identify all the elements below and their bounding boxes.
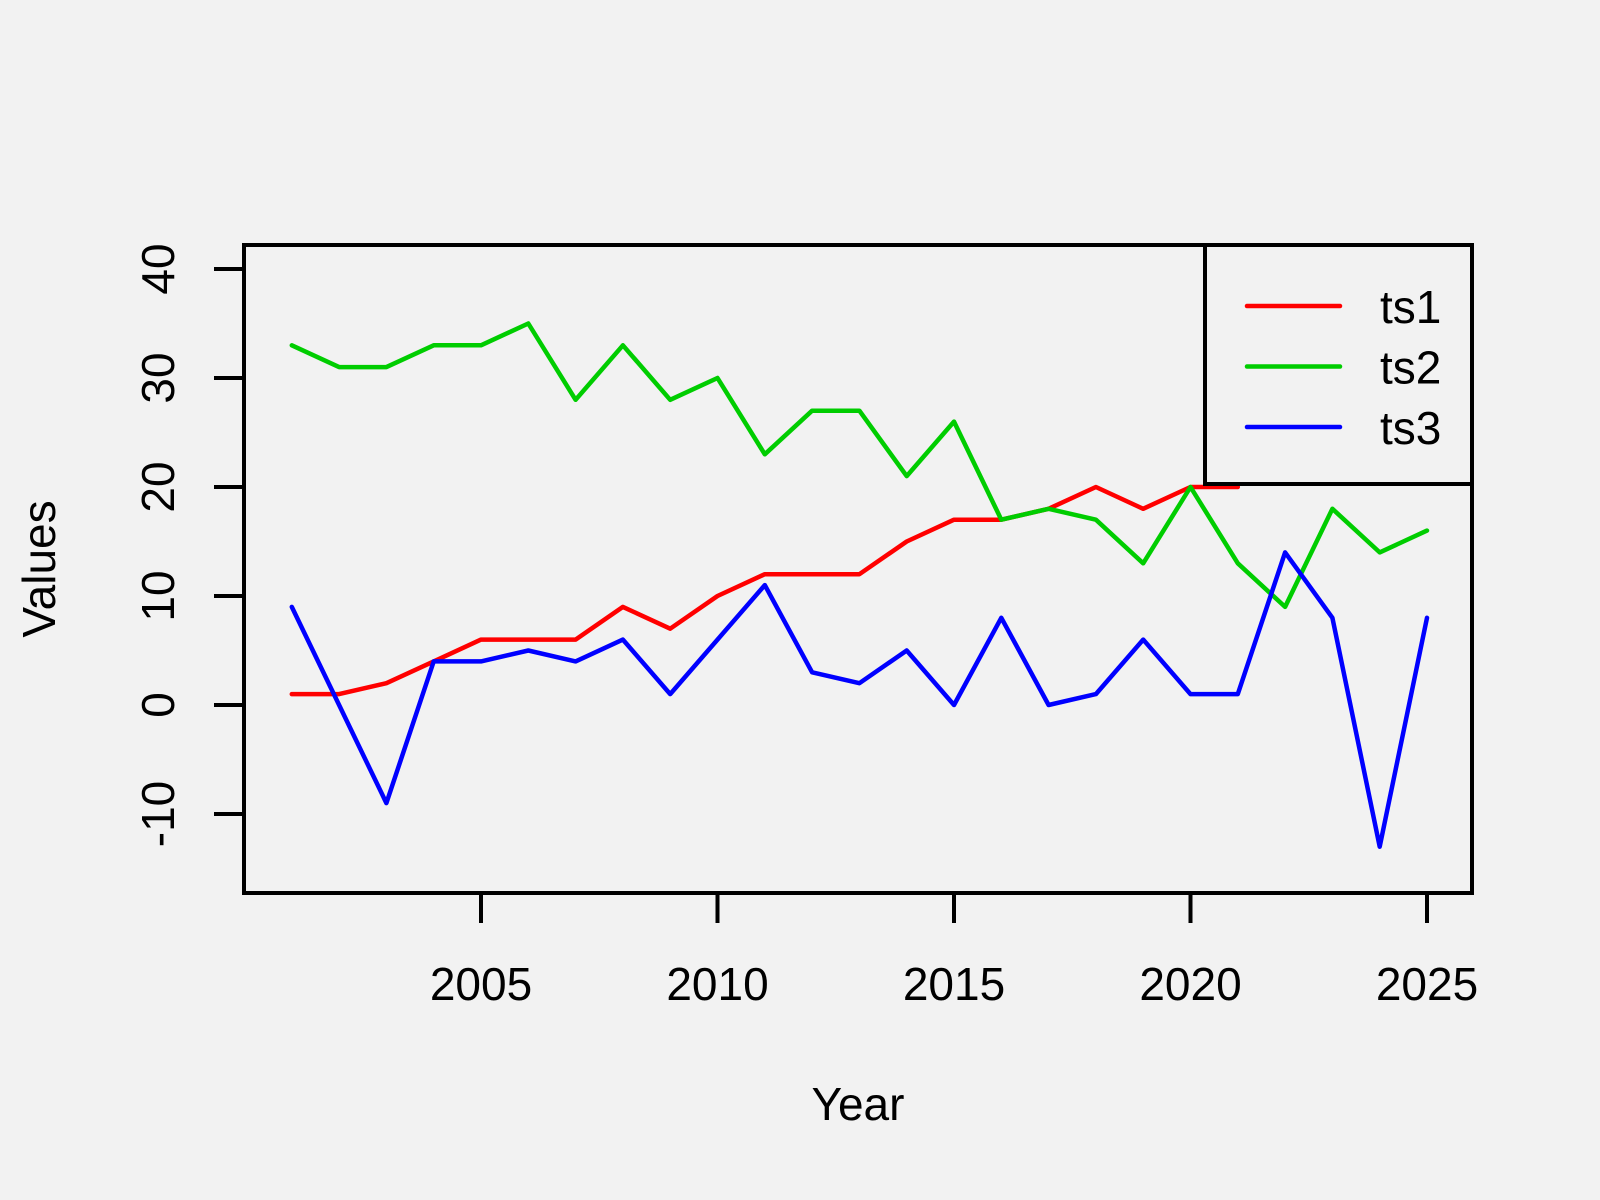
x-axis-tick-label: 2015 xyxy=(903,958,1005,1010)
plot-border xyxy=(242,243,1474,895)
series-line-ts1 xyxy=(289,484,1241,697)
x-axis: 2005 2010 2015 2020 2025 xyxy=(430,893,1478,1010)
legend-label-ts3: ts3 xyxy=(1380,402,1441,454)
y-axis-tick-label: 20 xyxy=(132,461,184,512)
series-layer xyxy=(289,321,1430,849)
legend-label-ts2: ts2 xyxy=(1380,342,1441,394)
x-axis-tick-label: 2025 xyxy=(1376,958,1478,1010)
x-axis-title: Year xyxy=(812,1078,905,1130)
y-axis-tick-label: 30 xyxy=(132,352,184,403)
y-axis-tick-label: -10 xyxy=(132,781,184,847)
x-axis-tick-label: 2005 xyxy=(430,958,532,1010)
legend: ts1 ts2 ts3 xyxy=(1203,243,1474,486)
y-axis-tick-label: 40 xyxy=(132,243,184,294)
x-axis-tick-label: 2010 xyxy=(666,958,768,1010)
x-axis-tick-label: 2020 xyxy=(1139,958,1241,1010)
y-axis: -10 0 10 20 30 40 xyxy=(132,243,244,847)
legend-label-ts1: ts1 xyxy=(1380,281,1441,333)
series-line-ts2 xyxy=(289,321,1430,610)
y-axis-tick-label: 0 xyxy=(132,692,184,718)
y-axis-title: Values xyxy=(13,500,65,637)
series-line-ts3 xyxy=(289,550,1430,849)
y-axis-tick-label: 10 xyxy=(132,570,184,621)
